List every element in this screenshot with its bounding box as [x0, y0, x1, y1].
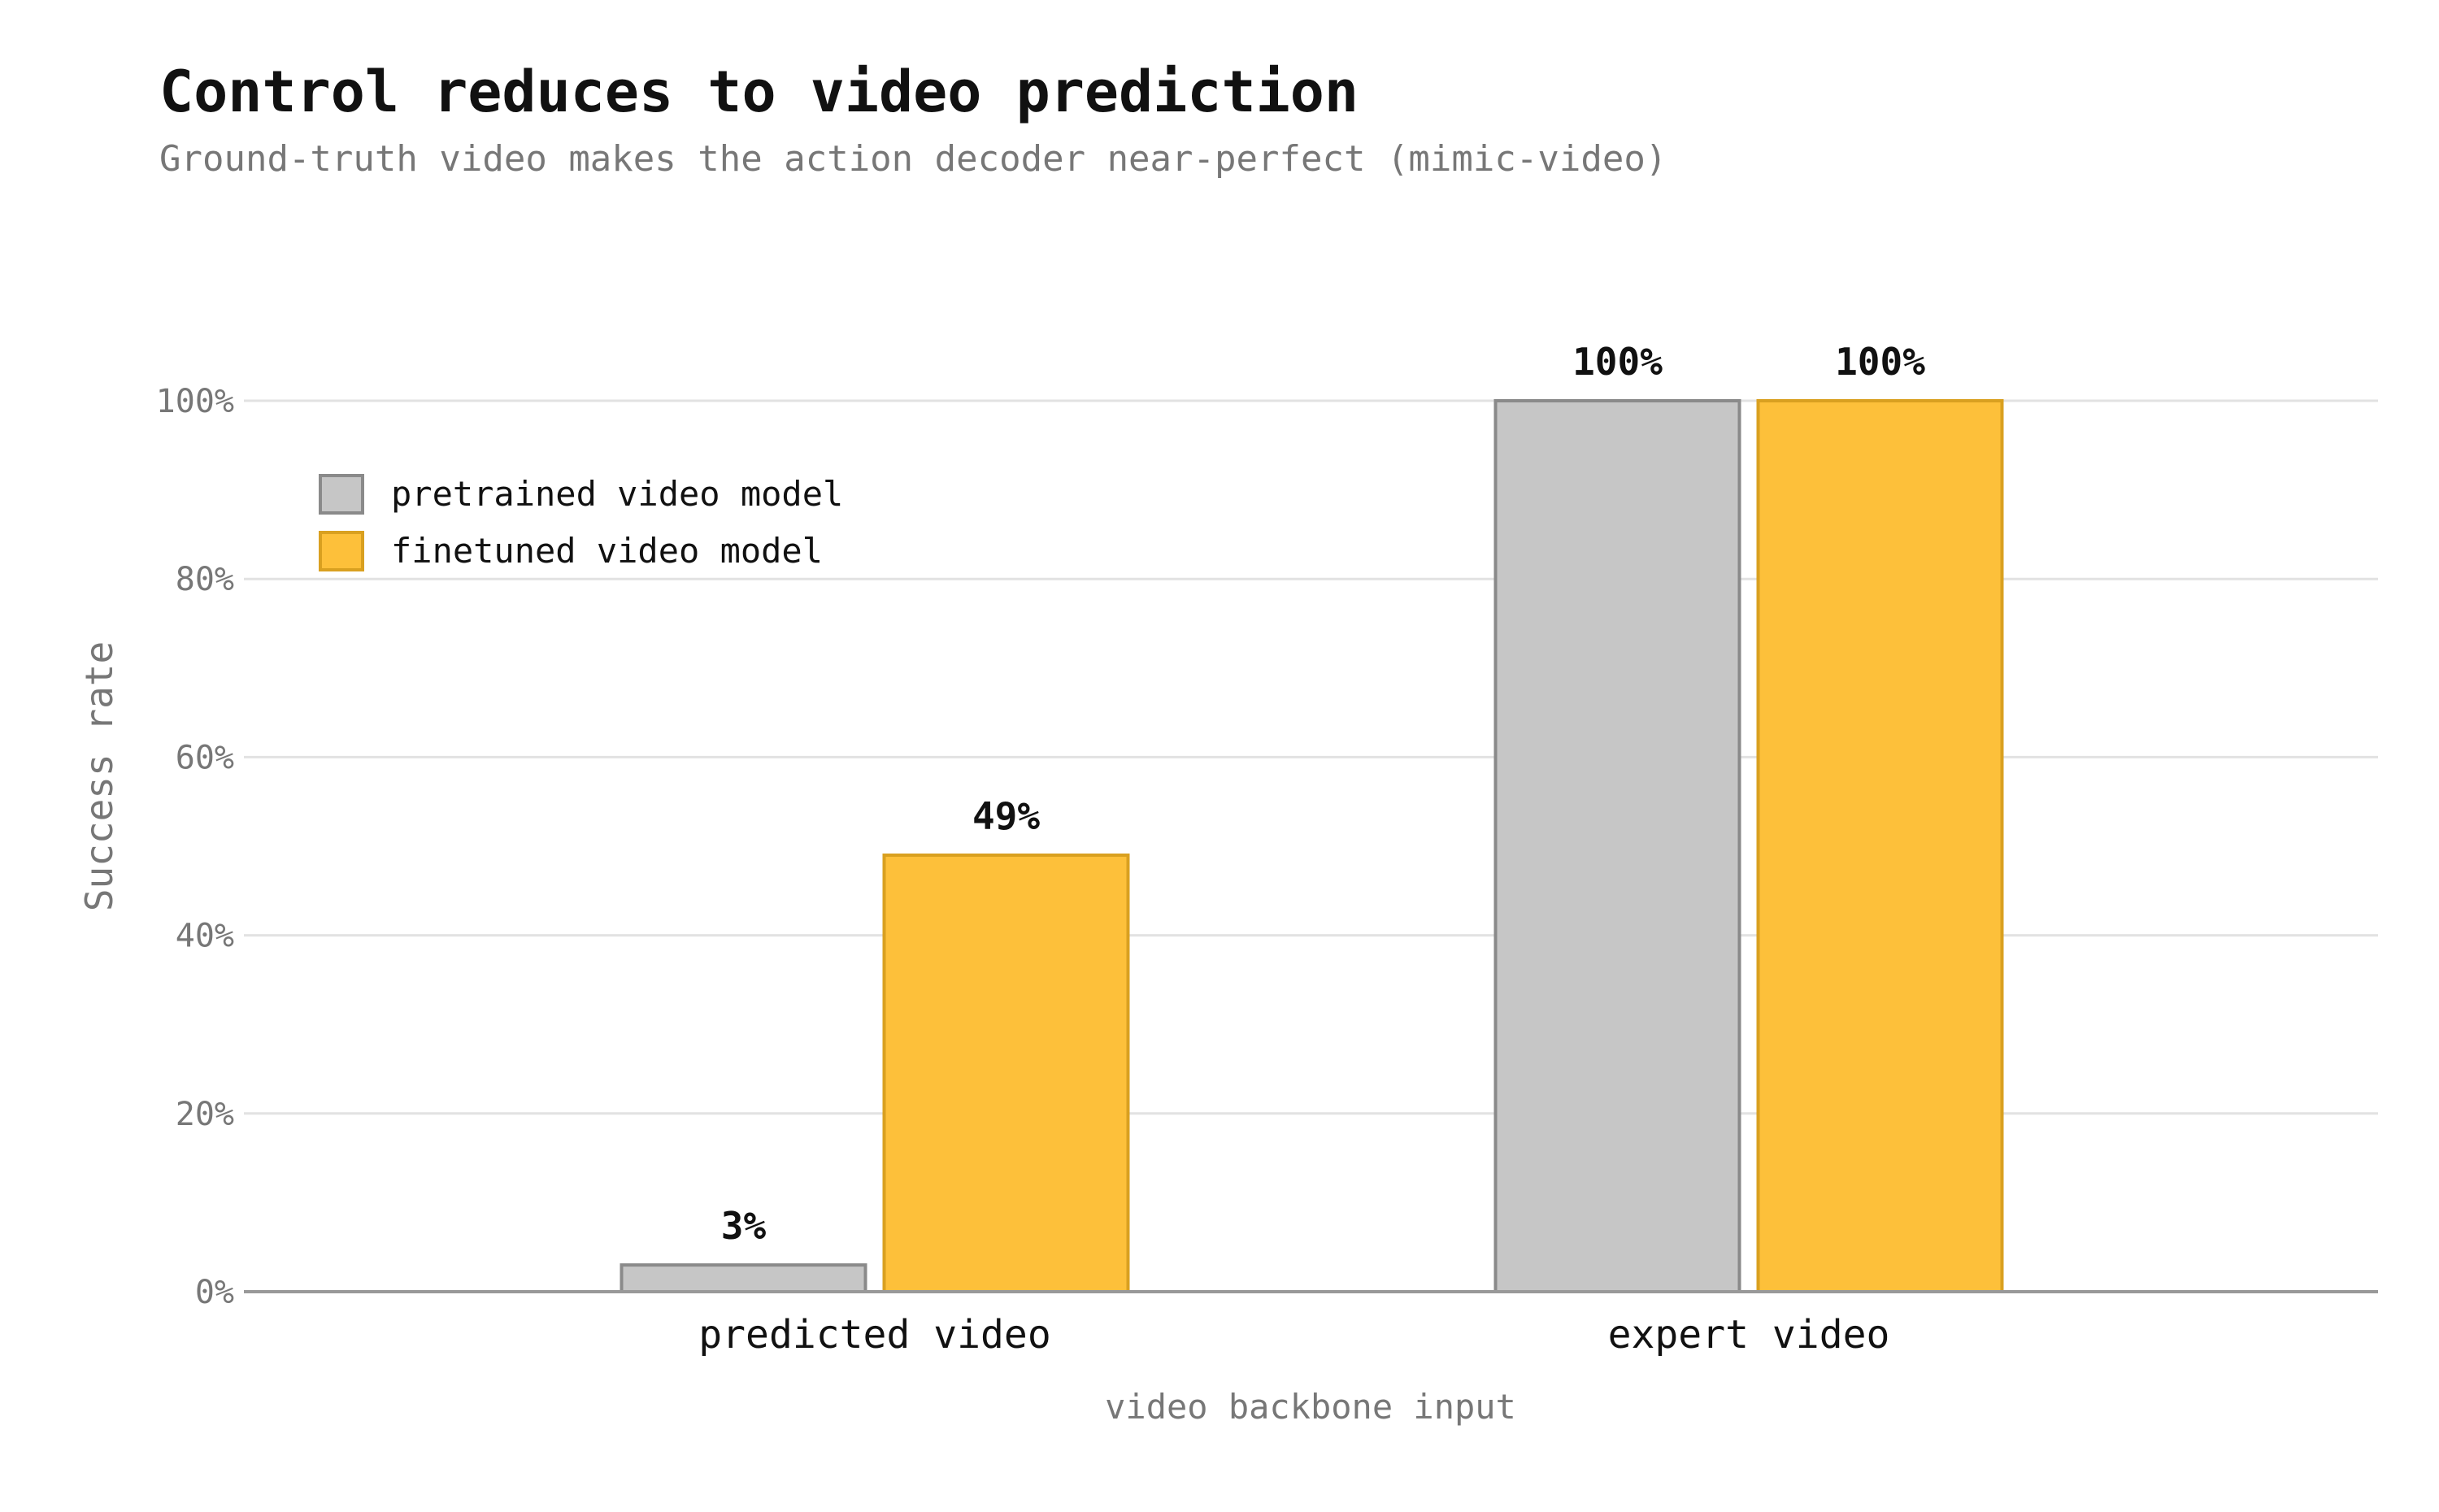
x-axis-ticks: predicted video expert video: [698, 1312, 1889, 1358]
bar-value-label: 100%: [1835, 340, 1925, 384]
y-tick-label: 40%: [176, 918, 234, 955]
chart-subtitle: Ground-truth video makes the action deco…: [159, 138, 1667, 180]
bar-value-labels: 3% 49% 100% 100%: [721, 340, 1925, 1248]
legend-label: finetuned video model: [391, 531, 823, 571]
bar: [620, 1263, 867, 1293]
x-tick-label: predicted video: [698, 1312, 1050, 1358]
bar-value-label: 3%: [721, 1204, 767, 1248]
y-tick-label: 80%: [176, 561, 234, 598]
bars: [620, 399, 2004, 1293]
x-tick-label: expert video: [1608, 1312, 1890, 1358]
legend: pretrained video model finetuned video mo…: [319, 474, 843, 571]
legend-swatch: [319, 474, 364, 515]
legend-swatch: [319, 531, 364, 571]
y-tick-label: 0%: [195, 1274, 234, 1311]
bar-value-label: 100%: [1572, 340, 1663, 384]
y-tick-label: 100%: [156, 383, 234, 420]
legend-label: pretrained video model: [391, 474, 843, 514]
bar: [1493, 399, 1741, 1293]
bar: [1756, 399, 2004, 1293]
bar-value-label: 49%: [972, 794, 1040, 838]
x-axis-label: video backbone input: [1105, 1387, 1516, 1427]
chart-title: Control reduces to video prediction: [159, 59, 1359, 125]
y-tick-label: 20%: [176, 1096, 234, 1133]
y-axis-label: Success rate: [77, 641, 121, 911]
y-tick-label: 60%: [176, 739, 234, 776]
gridlines: [244, 399, 2378, 1115]
y-axis-ticks: 0% 20% 40% 60% 80% 100%: [156, 383, 234, 1311]
bar: [882, 853, 1130, 1293]
